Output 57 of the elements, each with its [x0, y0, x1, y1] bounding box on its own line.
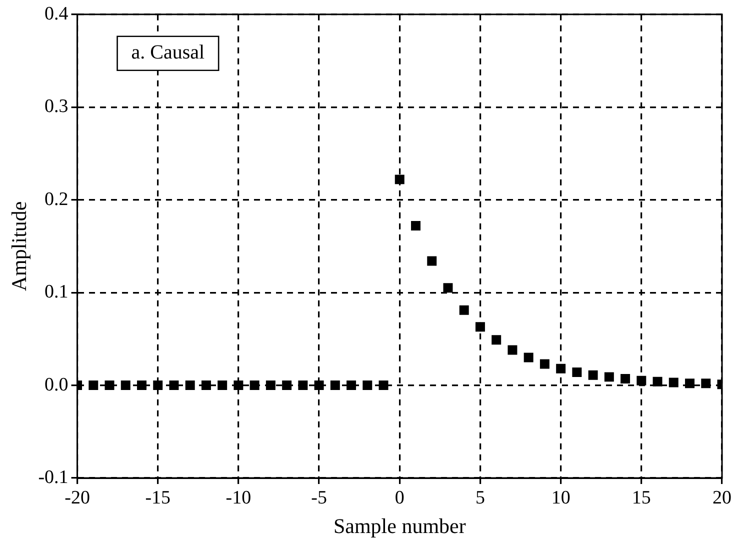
point [459, 305, 469, 315]
point [250, 380, 260, 390]
x-tick-label: -10 [226, 487, 252, 508]
point [218, 380, 228, 390]
point [508, 345, 518, 355]
point [362, 380, 372, 390]
point [88, 380, 98, 390]
y-tick-label: 0.2 [44, 188, 68, 210]
point [394, 174, 404, 184]
y-tick-label: 0.3 [44, 96, 68, 118]
point [556, 364, 566, 374]
point [540, 359, 550, 369]
point [685, 378, 695, 388]
x-tick-label: 10 [551, 487, 570, 508]
point [378, 380, 388, 390]
point [411, 221, 420, 231]
point [701, 378, 711, 388]
point [620, 374, 630, 384]
point [427, 256, 437, 266]
point [443, 283, 453, 293]
point [282, 380, 292, 390]
point [266, 380, 276, 390]
point [492, 335, 502, 345]
x-tick-label: -15 [145, 487, 171, 508]
y-tick-label: 0.0 [44, 374, 68, 396]
point [120, 380, 130, 390]
point [298, 380, 308, 390]
point [169, 380, 179, 390]
point [201, 380, 211, 390]
x-axis-title: Sample number [333, 514, 466, 538]
x-tick-label: -5 [311, 487, 327, 508]
point [604, 372, 614, 382]
x-tick-label: 0 [394, 487, 404, 508]
point [153, 380, 163, 390]
point [572, 368, 582, 378]
x-tick-label: -20 [64, 487, 90, 508]
point [524, 352, 534, 362]
point [652, 376, 662, 386]
point [234, 380, 244, 390]
x-tick-label: 5 [475, 487, 485, 508]
point [668, 378, 678, 388]
point [330, 380, 340, 390]
annotation: a. Causal [131, 42, 206, 64]
y-tick-label: 0.4 [44, 3, 69, 24]
point [314, 380, 324, 390]
point [185, 380, 195, 390]
point [636, 376, 646, 386]
point [137, 380, 146, 390]
point [588, 370, 598, 380]
y-tick-label: -0.1 [38, 466, 68, 488]
x-tick-label: 15 [632, 487, 651, 508]
y-axis-title: Amplitude [7, 201, 32, 292]
x-tick-label: 20 [712, 487, 732, 508]
point [346, 380, 356, 390]
point [104, 380, 114, 390]
point [475, 322, 485, 332]
y-tick-label: 0.1 [44, 282, 68, 303]
